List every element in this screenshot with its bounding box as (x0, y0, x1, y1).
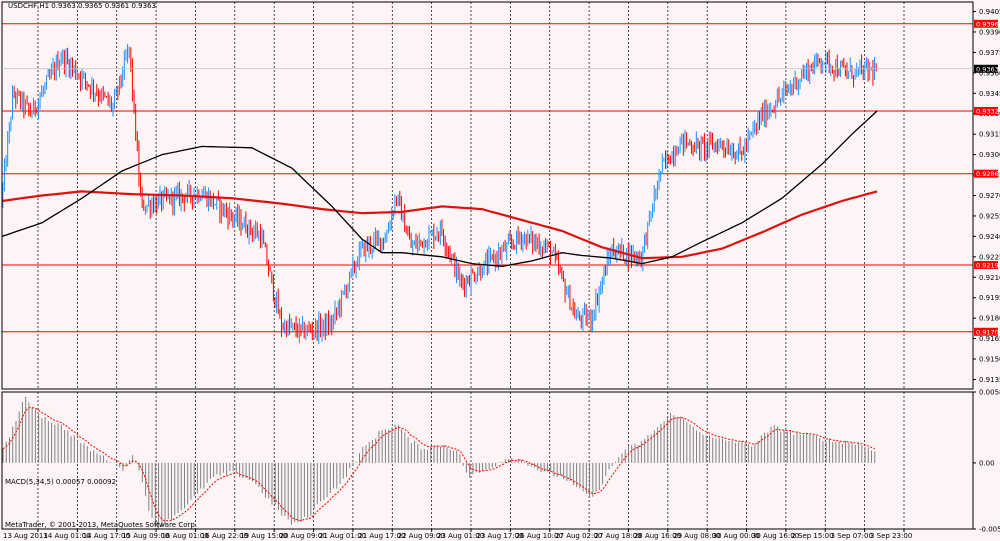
chart-title: USDCHF,H1 0.9363 0.9365 0.9361 0.9363 (8, 2, 156, 10)
price-level-label: 0.9332 (976, 108, 999, 116)
time-tick-label: 27 Aug 18:00 (594, 532, 641, 540)
time-tick-label: 28 Aug 16:00 (634, 532, 681, 540)
time-tick-label: 3 Sep 23:00 (870, 532, 912, 540)
macd-histogram (2, 396, 876, 529)
price-level-box (974, 169, 998, 178)
time-tick-label: 14 Aug 17:00 (83, 532, 130, 540)
time-tick-label: 21 Aug 01:00 (319, 532, 366, 540)
time-tick-label: 26 Aug 10:00 (516, 532, 563, 540)
price-tick-label: 0.9255 (979, 212, 1000, 220)
moving-averages (1, 110, 878, 268)
time-tick-label: 16 Aug 22:00 (201, 532, 248, 540)
time-tick-label: 3 Sep 07:00 (831, 532, 873, 540)
time-tick-label: 30 Aug 16:00 (752, 532, 799, 540)
macd-tick-label: -0.00551 (979, 526, 1000, 534)
price-tick-label: 0.9345 (979, 90, 1000, 98)
price-tick-label: 0.9135 (979, 376, 1000, 384)
time-tick-label: 14 Aug 01:00 (43, 532, 90, 540)
current-price-box (974, 64, 998, 73)
time-tick-label: 15 Aug 09:00 (122, 532, 169, 540)
time-tick-label: 30 Aug 00:00 (713, 532, 760, 540)
price-tick-label: 0.9195 (979, 294, 1000, 302)
time-tick-label: 19 Aug 15:00 (240, 532, 287, 540)
macd-tick-label: 0.00 (979, 459, 995, 467)
price-level-box (974, 327, 998, 336)
price-tick-label: 0.9165 (979, 335, 1000, 343)
price-level-label: 0.9396 (976, 20, 999, 28)
price-level-box (974, 260, 998, 269)
moving-average-black (1, 110, 878, 268)
price-level-label: 0.9286 (976, 170, 999, 178)
copyright-text: MetaTrader, © 2001-2013, MetaQuotes Soft… (5, 521, 197, 529)
moving-average-red (1, 190, 878, 260)
price-axis: 0.94050.93900.93750.93600.93450.93300.93… (2, 8, 1000, 534)
time-tick-label: 23 Aug 01:00 (437, 532, 484, 540)
macd-signal-line (2, 407, 875, 522)
time-tick-label: 20 Aug 09:00 (280, 532, 327, 540)
time-tick-label: 27 Aug 02:00 (555, 532, 602, 540)
macd-title: MACD(5,34,5) 0.00057 0.00092 (5, 478, 116, 486)
time-tick-label: 13 Aug 2013 (3, 532, 48, 540)
price-level-label: 0.9219 (976, 261, 999, 269)
price-tick-label: 0.9405 (979, 8, 1000, 16)
current-price-label: 0.9363 (976, 65, 999, 73)
price-tick-label: 0.9225 (979, 253, 1000, 261)
horizontal-levels[interactable] (2, 23, 973, 333)
price-tick-label: 0.9315 (979, 131, 1000, 139)
time-tick-label: 29 Aug 08:00 (673, 532, 720, 540)
price-tick-label: 0.9375 (979, 49, 1000, 57)
macd-tick-label: 0.00589 (979, 389, 1000, 397)
time-tick-label: 2 Sep 15:00 (791, 532, 833, 540)
time-tick-label: 23 Aug 17:00 (476, 532, 523, 540)
macd-pane-border (1, 391, 974, 530)
price-level-label: 0.9170 (976, 328, 999, 336)
time-tick-label: 16 Aug 01:00 (161, 532, 208, 540)
price-level-box (974, 107, 998, 116)
price-level-box (974, 19, 998, 28)
time-tick-label: 22 Aug 09:00 (398, 532, 445, 540)
time-tick-label: 21 Aug 17:00 (358, 532, 405, 540)
